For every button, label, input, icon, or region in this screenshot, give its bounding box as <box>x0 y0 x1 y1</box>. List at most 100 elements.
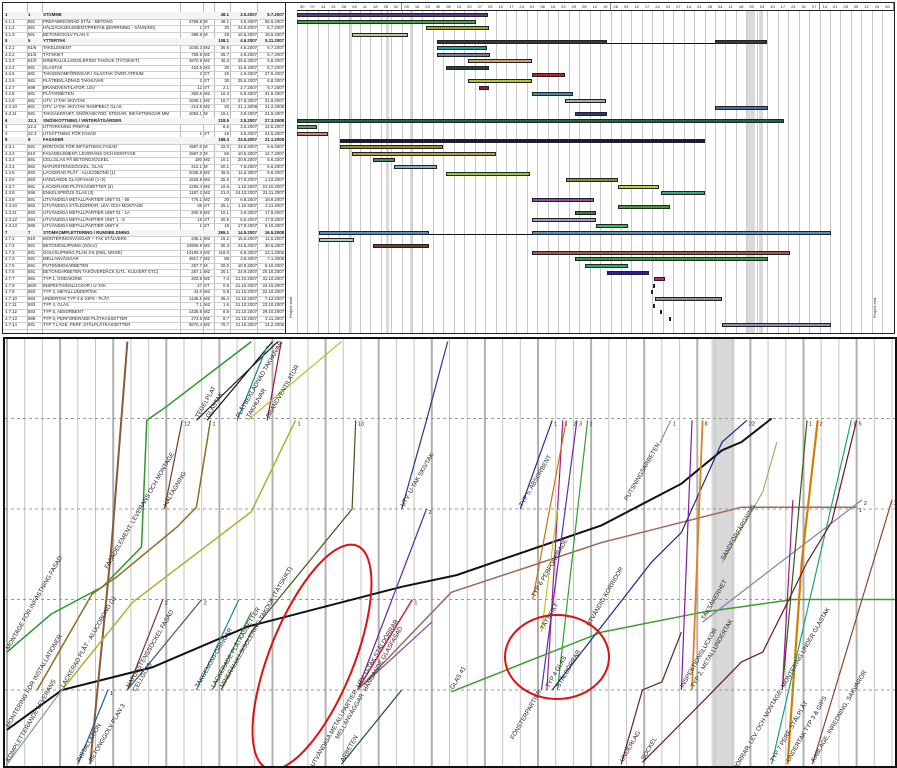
series-line[interactable] <box>356 599 413 691</box>
gantt-bar[interactable] <box>468 59 533 64</box>
gantt-bar[interactable] <box>715 105 769 110</box>
table-row[interactable]: 4.3.3 591 CELLGLAS PÅ BETONGSOCKEL 180 M2 10.… <box>3 157 285 165</box>
gantt-bar[interactable] <box>352 33 408 37</box>
gantt-summary-bar[interactable] <box>339 138 705 143</box>
gantt-bar[interactable] <box>653 303 656 308</box>
series-line[interactable] <box>357 621 433 691</box>
gantt-summary-bar[interactable] <box>318 231 429 235</box>
series-line[interactable] <box>659 420 672 444</box>
series-line[interactable] <box>691 420 704 691</box>
series-line[interactable] <box>356 506 857 691</box>
series-line[interactable] <box>220 420 357 691</box>
table-row[interactable]: 4.3.6 593 HÄNGANDE GLASFASAD (1+2) 1626.8 M2… <box>3 177 285 185</box>
series-line[interactable] <box>401 341 449 510</box>
gantt-bar[interactable] <box>425 26 490 31</box>
table-row[interactable]: 4.7.14 591 TYP 7 LAGE, PERF. STÅLPLÅTKASSE… <box>3 322 285 330</box>
series-line[interactable] <box>546 420 564 691</box>
gantt-bar[interactable] <box>394 165 438 169</box>
gantt-bar[interactable] <box>659 310 662 315</box>
gantt-bar[interactable] <box>574 211 596 216</box>
table-row[interactable]: 4.2.10 681 UTV. U-TAK SKIVTAK RAMPBELT GLA… <box>3 104 285 112</box>
gantt-bar[interactable] <box>437 52 491 57</box>
gantt-bar[interactable] <box>532 92 573 97</box>
gantt-bar[interactable] <box>297 125 317 130</box>
series-line[interactable] <box>811 499 893 765</box>
table-row[interactable]: 4.3.2 510 FASADELEMENT, LEVERANS OCH MONTA… <box>3 151 285 159</box>
table-row[interactable]: 7 7 STOMKOMPLETTERING / RUMSBILDNING 265.1 1… <box>3 229 285 238</box>
gantt-bar[interactable] <box>669 316 672 321</box>
table-row[interactable]: 4.3.4 592 NATURSTENSSOCKEL, GLAS 212.1 M 20.1… <box>3 164 285 172</box>
table-row[interactable]: 4.7.5 591 PUTSNINGSARBETEN 257.7 M 20.0 10.9.2… <box>3 263 285 271</box>
series-line[interactable] <box>781 420 808 691</box>
gantt-summary-bar[interactable] <box>297 13 489 18</box>
gantt-bar[interactable] <box>373 158 396 163</box>
gantt-bar[interactable] <box>318 237 355 242</box>
table-row[interactable]: 4.2.1 61/6 TAKELEMENT 1045.3 M2 36.6 4.6.2007 6… <box>3 45 285 53</box>
series-line[interactable] <box>77 689 109 765</box>
gantt-bar[interactable] <box>446 171 531 176</box>
series-line[interactable] <box>6 417 773 731</box>
table-row[interactable]: 4.2.6 681 PLÅTBEKLÄDNAD TAKHUVAR 2 ST 30 25.6.… <box>3 78 285 86</box>
table-row[interactable]: 4.3.5 593 LACKERAD PLÅT - ALUCOBOND (1) 203… <box>3 170 285 178</box>
gantt-summary-bar[interactable] <box>715 39 768 44</box>
table-row[interactable]: 4.7.10 593 UNDERTAK TYP 3 & GIPS - PLÅT 113… <box>3 296 285 304</box>
gantt-bar[interactable] <box>617 184 659 189</box>
table-row[interactable]: 4.1.1 591 PREFABRICERAD STÅL - BETONG 4788.… <box>3 19 285 27</box>
table-row[interactable]: 4.3.11 593 UTVÄNDIGA METALLPARTIER UNIT 01… <box>3 210 285 218</box>
series-line[interactable] <box>341 689 403 765</box>
series-line[interactable] <box>680 420 693 691</box>
series-line[interactable] <box>6 341 252 653</box>
series-line[interactable] <box>540 508 559 633</box>
table-row[interactable]: 4 22.2 UTTORKNING PREFAB 8.6 3.5.2007 14.5.20… <box>3 124 285 132</box>
table-row[interactable]: 4.7.9 593 TYP 2, METALLUNDERTAK 43.0 M2 0.8 21… <box>3 289 285 297</box>
gantt-bar[interactable] <box>373 244 429 249</box>
gantt-bar[interactable] <box>297 132 329 136</box>
table-row[interactable]: 4.2.9 681 UTV. U-TAK SKIVTAK 1635.1 M2 16.7 27… <box>3 98 285 106</box>
table-row[interactable]: 4.3.9 591 UTVÄNDIGA METALLPARTIER UNIT 01 … <box>3 197 285 205</box>
series-line[interactable] <box>532 420 567 600</box>
series-line[interactable] <box>540 420 578 691</box>
table-row[interactable]: 4.2.2 61/6 TÄTSKIKT 758.9 M2 36.7 4.6.2007 6.7.… <box>3 52 285 60</box>
table-row[interactable]: 4.3.10 592 UTVÄNDIGA STÅLDÖRRAR, LEV. OCH … <box>3 203 285 211</box>
gantt-bar[interactable] <box>655 297 723 301</box>
gantt-bar[interactable] <box>532 198 594 202</box>
series-line[interactable] <box>786 420 819 765</box>
gantt-bar[interactable] <box>468 79 533 84</box>
series-line[interactable] <box>551 419 748 691</box>
gantt-bar[interactable] <box>617 204 671 209</box>
series-line[interactable] <box>781 499 794 691</box>
gantt-bar[interactable] <box>352 151 496 156</box>
gantt-bar[interactable] <box>478 85 490 90</box>
gantt-summary-bar[interactable] <box>297 118 784 123</box>
series-line[interactable] <box>6 689 63 765</box>
gantt-bar[interactable] <box>297 19 476 24</box>
series-line[interactable] <box>89 341 129 765</box>
table-row[interactable]: 4.3.7 591 LACKERADE PLÅTKASSETTER (2) 1256.… <box>3 184 285 192</box>
gantt-bar[interactable] <box>651 290 654 295</box>
table-row[interactable]: 4.7.3 591 GOLVSLIPNING PLAN 3-6 (INKL NISS… <box>3 250 285 258</box>
gantt-bar[interactable] <box>653 283 656 288</box>
series-line[interactable] <box>721 441 778 563</box>
table-row[interactable]: 4.2.3 61/0 MINERALULLSISOLERING TAKDUK (TÄ… <box>3 58 285 66</box>
table-row[interactable]: 4.2.8 681 PLÅTARBETEN 360.6 M2 16.3 6.8.2007 31… <box>3 91 285 99</box>
series-line[interactable] <box>771 420 852 765</box>
table-row[interactable]: 4.2.5 681 TAKGENOMFÖRINGAR I GLASTAK ÖVER … <box>3 71 285 79</box>
series-line[interactable] <box>36 420 212 691</box>
gantt-bar[interactable] <box>595 224 629 229</box>
table-row[interactable]: 4.7.1 510 MONTERINGSVÄGGAR + TAK STÅLVERK 2… <box>3 236 285 244</box>
series-line[interactable] <box>247 341 342 421</box>
series-line[interactable] <box>236 345 268 421</box>
gantt-bar[interactable] <box>607 270 650 275</box>
table-row[interactable]: 1 1 STOMME 48.1 3.5.2007 6.7.2007 <box>3 12 285 20</box>
series-line[interactable] <box>126 599 203 691</box>
table-row[interactable]: 4.7.12 593 TYP 5, ABSORBENT 1436.8 M2 8.8 21.1… <box>3 309 285 317</box>
gantt-bar[interactable] <box>574 257 769 262</box>
gantt-bar[interactable] <box>574 112 608 117</box>
series-line[interactable] <box>61 419 297 691</box>
series-line[interactable] <box>206 341 273 421</box>
table-row[interactable]: 4.3.8 596 ENKELSPRÖJS GLAS (3) 1187.2 M2 21.0… <box>3 190 285 198</box>
series-line[interactable] <box>356 508 428 691</box>
series-line[interactable] <box>641 420 858 763</box>
table-row[interactable]: 4.7.8 66/0 INSPEKTIONSLUCKOR I U-TAK 47 ST 0.… <box>3 283 285 291</box>
table-row[interactable]: 4.7.7 591 TYP 1, GODAKONE 203.8 M2 7.4 21.10.2… <box>3 276 285 284</box>
